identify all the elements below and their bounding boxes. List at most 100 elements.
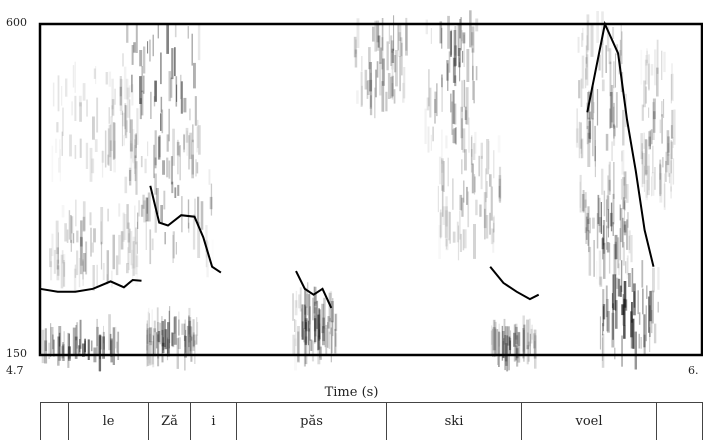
energy-striation bbox=[168, 71, 172, 102]
energy-striation bbox=[153, 320, 156, 333]
energy-striation bbox=[643, 80, 646, 108]
energy-striation bbox=[334, 333, 338, 356]
energy-striation bbox=[668, 173, 671, 184]
energy-striation bbox=[58, 326, 62, 361]
energy-striation bbox=[146, 320, 148, 344]
energy-striation bbox=[648, 131, 651, 147]
energy-striation bbox=[141, 90, 144, 116]
energy-striation bbox=[642, 288, 644, 315]
energy-striation bbox=[140, 204, 144, 217]
energy-striation bbox=[671, 109, 674, 139]
energy-striation bbox=[594, 140, 596, 167]
energy-striation bbox=[390, 35, 393, 66]
energy-striation bbox=[585, 57, 588, 80]
energy-striation bbox=[323, 297, 326, 329]
energy-striation bbox=[369, 95, 372, 109]
energy-striation bbox=[112, 122, 115, 160]
energy-striation bbox=[405, 24, 408, 56]
energy-striation bbox=[179, 145, 181, 181]
energy-striation bbox=[493, 222, 495, 233]
energy-striation bbox=[183, 97, 187, 113]
energy-striation bbox=[152, 334, 155, 368]
energy-striation bbox=[114, 88, 116, 105]
energy-striation bbox=[361, 56, 363, 72]
energy-striation bbox=[452, 231, 456, 243]
energy-striation bbox=[515, 326, 518, 345]
energy-striation bbox=[61, 250, 64, 264]
energy-striation bbox=[643, 165, 645, 192]
energy-striation bbox=[620, 22, 622, 56]
energy-striation bbox=[198, 125, 201, 155]
energy-striation bbox=[50, 323, 52, 357]
energy-striation bbox=[625, 184, 629, 203]
energy-striation bbox=[671, 73, 674, 102]
energy-striation bbox=[580, 139, 583, 159]
energy-striation bbox=[612, 303, 614, 340]
energy-striation bbox=[602, 304, 606, 320]
energy-striation bbox=[528, 318, 531, 347]
energy-striation bbox=[168, 160, 171, 179]
energy-striation bbox=[586, 35, 588, 68]
energy-striation bbox=[645, 180, 649, 201]
energy-striation bbox=[106, 274, 108, 285]
energy-striation bbox=[444, 210, 448, 247]
energy-striation bbox=[434, 91, 437, 113]
energy-striation bbox=[130, 231, 133, 266]
energy-striation bbox=[105, 72, 108, 85]
energy-striation bbox=[464, 149, 467, 171]
energy-striation bbox=[454, 45, 457, 66]
energy-striation bbox=[52, 146, 54, 182]
energy-striation bbox=[622, 197, 625, 210]
energy-striation bbox=[178, 319, 180, 336]
energy-striation bbox=[522, 328, 525, 359]
energy-striation bbox=[142, 194, 145, 209]
energy-striation bbox=[161, 329, 164, 363]
energy-striation bbox=[459, 194, 463, 211]
annotation-tier: le Ză i păs ski voel bbox=[40, 402, 703, 440]
energy-striation bbox=[294, 300, 298, 316]
energy-striation bbox=[651, 290, 654, 324]
energy-striation bbox=[620, 260, 623, 292]
energy-striation bbox=[327, 322, 329, 348]
energy-striation bbox=[122, 112, 125, 127]
energy-striation bbox=[601, 168, 604, 195]
energy-striation bbox=[478, 155, 480, 177]
energy-striation bbox=[479, 204, 482, 217]
energy-striation bbox=[100, 335, 102, 350]
energy-striation bbox=[486, 139, 490, 175]
energy-striation bbox=[395, 50, 398, 87]
energy-striation bbox=[131, 74, 133, 93]
pitch-segment bbox=[149, 185, 222, 274]
energy-striation bbox=[581, 55, 585, 89]
energy-striation bbox=[149, 333, 152, 366]
energy-striation bbox=[84, 338, 86, 353]
energy-striation bbox=[621, 151, 623, 162]
energy-striation bbox=[314, 318, 317, 343]
energy-striation bbox=[161, 316, 163, 336]
energy-striation bbox=[593, 102, 595, 114]
energy-striation bbox=[601, 333, 605, 368]
energy-striation bbox=[175, 242, 177, 255]
energy-striation bbox=[174, 47, 176, 77]
energy-striation bbox=[318, 309, 321, 340]
energy-striation bbox=[147, 141, 149, 157]
energy-striation bbox=[335, 314, 337, 347]
energy-striation bbox=[613, 106, 615, 127]
energy-striation bbox=[101, 150, 105, 163]
energy-striation bbox=[80, 237, 83, 266]
energy-striation bbox=[308, 328, 310, 355]
energy-striation bbox=[514, 323, 518, 340]
energy-striation bbox=[617, 237, 620, 269]
energy-striation bbox=[79, 102, 82, 122]
energy-striation bbox=[473, 174, 476, 195]
energy-striation bbox=[461, 80, 463, 112]
energy-striation bbox=[160, 113, 162, 131]
energy-striation bbox=[329, 290, 333, 305]
energy-striation bbox=[128, 167, 132, 181]
energy-striation bbox=[148, 307, 150, 346]
energy-striation bbox=[368, 47, 371, 70]
energy-striation bbox=[210, 183, 213, 216]
energy-striation bbox=[102, 263, 105, 281]
energy-striation bbox=[50, 327, 54, 354]
energy-striation bbox=[517, 332, 521, 346]
